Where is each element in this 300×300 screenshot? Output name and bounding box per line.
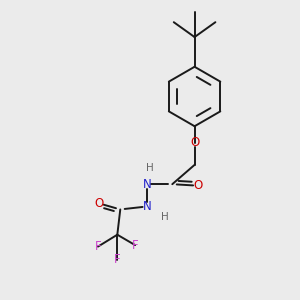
Text: H: H xyxy=(146,163,154,173)
Text: O: O xyxy=(193,179,202,192)
Text: O: O xyxy=(190,136,199,149)
Text: F: F xyxy=(114,254,121,266)
Text: F: F xyxy=(132,238,139,252)
Text: N: N xyxy=(143,178,152,191)
Text: F: F xyxy=(95,240,101,253)
Text: O: O xyxy=(95,197,104,210)
Text: N: N xyxy=(143,200,152,213)
Text: H: H xyxy=(161,212,169,222)
